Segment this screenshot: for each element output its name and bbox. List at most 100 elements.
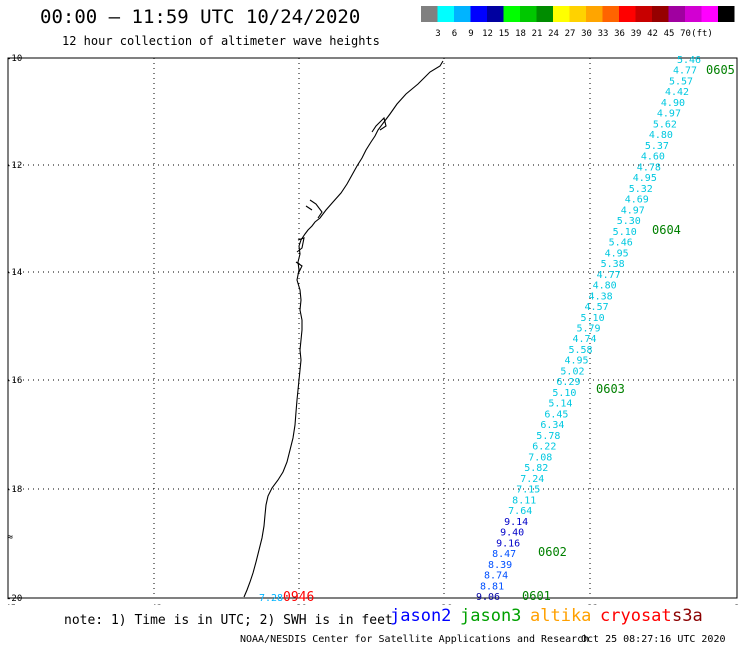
longitude-tick-labels: -45 -42 -39 -36 -33 -30 (0, 604, 740, 605)
swh-label: 5.37 (645, 141, 669, 152)
lon-tick: -42 (146, 604, 162, 605)
pass-time-label: 0604 (652, 223, 681, 237)
lon-tick: -33 (582, 604, 598, 605)
swh-label: 9.40 (500, 528, 524, 539)
lon-tick: -30 (729, 604, 740, 605)
scale-swatch (520, 6, 537, 22)
swh-label: 9.06 (476, 592, 500, 603)
scale-swatch (586, 6, 603, 22)
lon-tick: -36 (436, 604, 452, 605)
swh-label: 7.28 (259, 593, 283, 604)
scale-label: 18 (515, 29, 526, 39)
scale-swatch (652, 6, 669, 22)
map-frame (7, 57, 738, 599)
lat-tick: -10 (6, 54, 22, 64)
page-subtitle: 12 hour collection of altimeter wave hei… (62, 34, 380, 48)
scale-swatch (668, 6, 685, 22)
swh-label: 5.46 (609, 238, 633, 249)
mission-cryosat: cryosat (600, 606, 672, 626)
swh-track-labels: 5.464.775.574.424.904.975.624.805.374.60… (476, 55, 701, 603)
swh-label: 4.42 (665, 87, 689, 98)
scale-swatch (437, 6, 454, 22)
swh-label: 8.39 (488, 560, 512, 571)
swh-label: 8.81 (480, 581, 504, 592)
swh-label: 4.80 (649, 130, 673, 141)
map-marker: ≈ (7, 532, 13, 543)
swh-label: 4.95 (564, 356, 588, 367)
swh-label: 7.08 (528, 452, 552, 463)
scale-label: 9 (468, 29, 473, 39)
swh-label: 5.14 (548, 399, 572, 410)
swh-label: 5.10 (613, 227, 637, 238)
pass-time-label: 0946 (283, 590, 314, 605)
swh-label: 4.95 (605, 248, 629, 259)
scale-label: 21 (532, 29, 543, 39)
swh-label: 4.97 (657, 109, 681, 120)
scale-label: 27 (565, 29, 576, 39)
swh-label: 9.14 (504, 517, 528, 528)
scale-label: 45 (664, 29, 675, 39)
swh-label: 5.10 (581, 313, 605, 324)
swh-label: 5.02 (560, 366, 584, 377)
swh-label: 4.77 (597, 270, 621, 281)
swh-label: 8.11 (512, 495, 536, 506)
swh-label: 8.47 (492, 549, 516, 560)
credit-timestamp: Oct 25 08:27:16 UTC 2020 (581, 634, 726, 645)
lat-tick: -12 (6, 161, 22, 171)
scale-label: 39 (631, 29, 642, 39)
scale-swatch (635, 6, 652, 22)
lat-tick: -14 (6, 268, 22, 278)
swh-label: 5.62 (653, 119, 677, 130)
scale-label: 70 (680, 29, 691, 39)
swh-label: 4.97 (621, 205, 645, 216)
swh-label: 9.16 (496, 538, 520, 549)
pass-time-labels: 0605 0604 0603 0602 0601 (522, 63, 735, 603)
mission-jason3: jason3 (460, 606, 522, 626)
swh-label: 5.78 (536, 431, 560, 442)
scale-label: 15 (499, 29, 510, 39)
latitude-tick-labels: -10 -12 -14 -16 -18 -20 (6, 54, 22, 604)
scale-label: 6 (452, 29, 457, 39)
lat-tick: -16 (6, 376, 22, 386)
scale-swatch (454, 6, 471, 22)
swh-label: 8.74 (484, 571, 508, 582)
scale-swatch (553, 6, 570, 22)
color-scale-legend: 3 6 9 12 15 18 21 24 27 30 33 36 39 42 45 70 (ft) (421, 6, 735, 39)
swh-label: 4.80 (593, 281, 617, 292)
scale-swatch (718, 6, 735, 22)
swh-label: 6.34 (540, 420, 564, 431)
swh-label: 6.29 (556, 377, 580, 388)
page-title: 00:00 – 11:59 UTC 10/24/2020 (40, 6, 361, 28)
scale-swatch (536, 6, 553, 22)
swh-label: 5.30 (617, 216, 641, 227)
scale-label: 12 (482, 29, 493, 39)
swh-label: 5.10 (552, 388, 576, 399)
scale-swatch (503, 6, 520, 22)
mission-jason2: jason2 (390, 606, 452, 626)
gridlines (8, 58, 737, 598)
mission-s3a: s3a (672, 606, 703, 626)
scale-swatch (619, 6, 636, 22)
scale-swatch (685, 6, 702, 22)
scale-swatch (569, 6, 586, 22)
map-canvas: -10 -12 -14 -16 -18 -20 -45 -42 -39 -36 -33 -30 5.… (0, 54, 740, 605)
scale-label: 36 (614, 29, 625, 39)
lon-tick: -39 (291, 604, 307, 605)
swh-label: 5.58 (568, 345, 592, 356)
swh-label: 5.57 (669, 76, 693, 87)
scale-swatch (487, 6, 504, 22)
swh-label: 4.77 (673, 66, 697, 77)
pass-time-label: 0602 (538, 545, 567, 559)
swh-label: 5.38 (601, 259, 625, 270)
lat-tick: -18 (6, 485, 22, 495)
swh-label: 5.79 (577, 324, 601, 335)
scale-label: 3 (435, 29, 440, 39)
swh-label: 4.69 (625, 195, 649, 206)
swh-label: 4.60 (641, 152, 665, 163)
swh-label: 5.32 (629, 184, 653, 195)
swh-label: 7.24 (520, 474, 544, 485)
pass-time-label: 0601 (522, 589, 551, 603)
swh-label: 4.57 (585, 302, 609, 313)
swh-label: 6.22 (532, 442, 556, 453)
lon-tick: -45 (0, 604, 16, 605)
